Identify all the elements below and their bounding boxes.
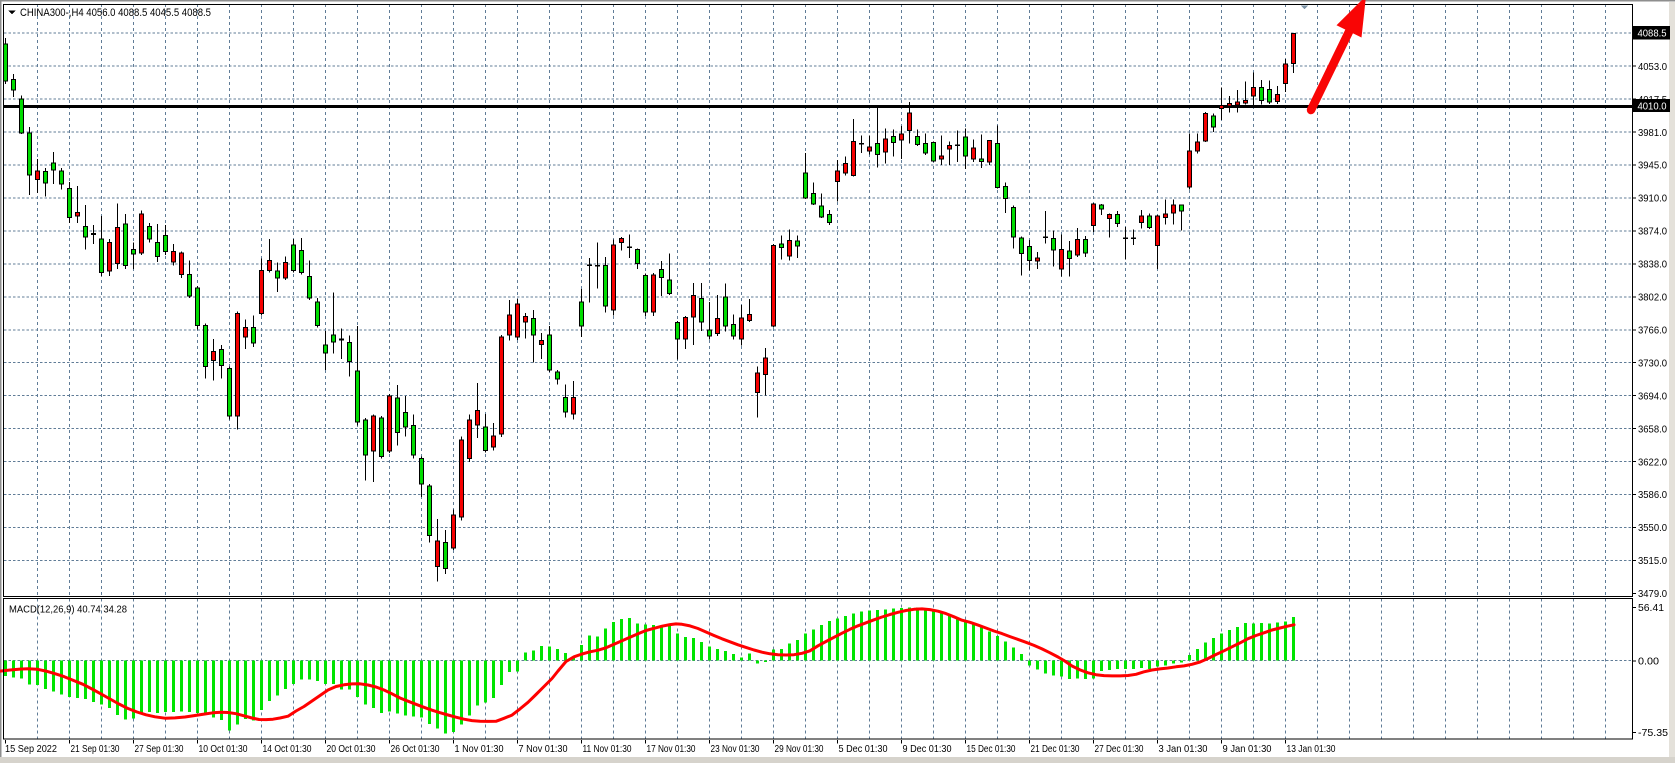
svg-text:5 Dec 01:30: 5 Dec 01:30 bbox=[839, 743, 888, 755]
svg-text:9 Dec 01:30: 9 Dec 01:30 bbox=[903, 743, 952, 755]
svg-text:-75.35: -75.35 bbox=[1638, 727, 1668, 739]
svg-text:3802.0: 3802.0 bbox=[1638, 292, 1667, 304]
svg-text:3658.0: 3658.0 bbox=[1638, 423, 1667, 435]
svg-text:MACD(12,26,9) 40.74 34.28: MACD(12,26,9) 40.74 34.28 bbox=[9, 604, 127, 616]
svg-text:3838.0: 3838.0 bbox=[1638, 259, 1667, 271]
svg-text:1 Nov 01:30: 1 Nov 01:30 bbox=[455, 743, 504, 755]
svg-text:3586.0: 3586.0 bbox=[1638, 489, 1667, 501]
svg-text:4088.5: 4088.5 bbox=[1638, 28, 1667, 40]
svg-text:27 Dec 01:30: 27 Dec 01:30 bbox=[1095, 743, 1144, 755]
svg-text:CHINA300-,H4 4056.0 4088.5 40: CHINA300-,H4 4056.0 4088.5 4045.5 4088.5 bbox=[20, 7, 211, 19]
svg-text:3766.0: 3766.0 bbox=[1638, 325, 1667, 337]
svg-text:3622.0: 3622.0 bbox=[1638, 456, 1667, 468]
svg-text:9 Jan 01:30: 9 Jan 01:30 bbox=[1223, 743, 1272, 755]
svg-text:27 Sep 01:30: 27 Sep 01:30 bbox=[135, 743, 184, 755]
svg-text:21 Dec 01:30: 21 Dec 01:30 bbox=[1031, 743, 1080, 755]
svg-text:29 Nov 01:30: 29 Nov 01:30 bbox=[775, 743, 824, 755]
svg-text:3550.0: 3550.0 bbox=[1638, 522, 1667, 534]
svg-text:3 Jan 01:30: 3 Jan 01:30 bbox=[1159, 743, 1208, 755]
svg-text:3479.0: 3479.0 bbox=[1638, 588, 1667, 600]
svg-text:10 Oct 01:30: 10 Oct 01:30 bbox=[199, 743, 248, 755]
svg-text:3910.0: 3910.0 bbox=[1638, 193, 1667, 205]
svg-text:0.00: 0.00 bbox=[1638, 656, 1659, 668]
svg-text:3515.0: 3515.0 bbox=[1638, 555, 1667, 567]
svg-text:4053.0: 4053.0 bbox=[1638, 61, 1667, 73]
svg-text:3730.0: 3730.0 bbox=[1638, 357, 1667, 369]
svg-text:7 Nov 01:30: 7 Nov 01:30 bbox=[519, 743, 568, 755]
svg-text:20 Oct 01:30: 20 Oct 01:30 bbox=[327, 743, 376, 755]
svg-text:3874.0: 3874.0 bbox=[1638, 226, 1667, 238]
svg-text:26 Oct 01:30: 26 Oct 01:30 bbox=[391, 743, 440, 755]
svg-text:14 Oct 01:30: 14 Oct 01:30 bbox=[263, 743, 312, 755]
svg-text:3945.0: 3945.0 bbox=[1638, 160, 1667, 172]
svg-text:56.41: 56.41 bbox=[1638, 602, 1664, 614]
svg-text:4010.0: 4010.0 bbox=[1638, 101, 1667, 113]
svg-text:11 Nov 01:30: 11 Nov 01:30 bbox=[583, 743, 632, 755]
svg-text:15 Sep 2022: 15 Sep 2022 bbox=[5, 743, 57, 755]
svg-text:3694.0: 3694.0 bbox=[1638, 390, 1667, 402]
svg-text:13 Jan 01:30: 13 Jan 01:30 bbox=[1287, 743, 1336, 755]
svg-text:21 Sep 01:30: 21 Sep 01:30 bbox=[71, 743, 120, 755]
svg-text:23 Nov 01:30: 23 Nov 01:30 bbox=[711, 743, 760, 755]
svg-text:17 Nov 01:30: 17 Nov 01:30 bbox=[647, 743, 696, 755]
svg-text:3981.0: 3981.0 bbox=[1638, 127, 1667, 139]
svg-text:15 Dec 01:30: 15 Dec 01:30 bbox=[967, 743, 1016, 755]
